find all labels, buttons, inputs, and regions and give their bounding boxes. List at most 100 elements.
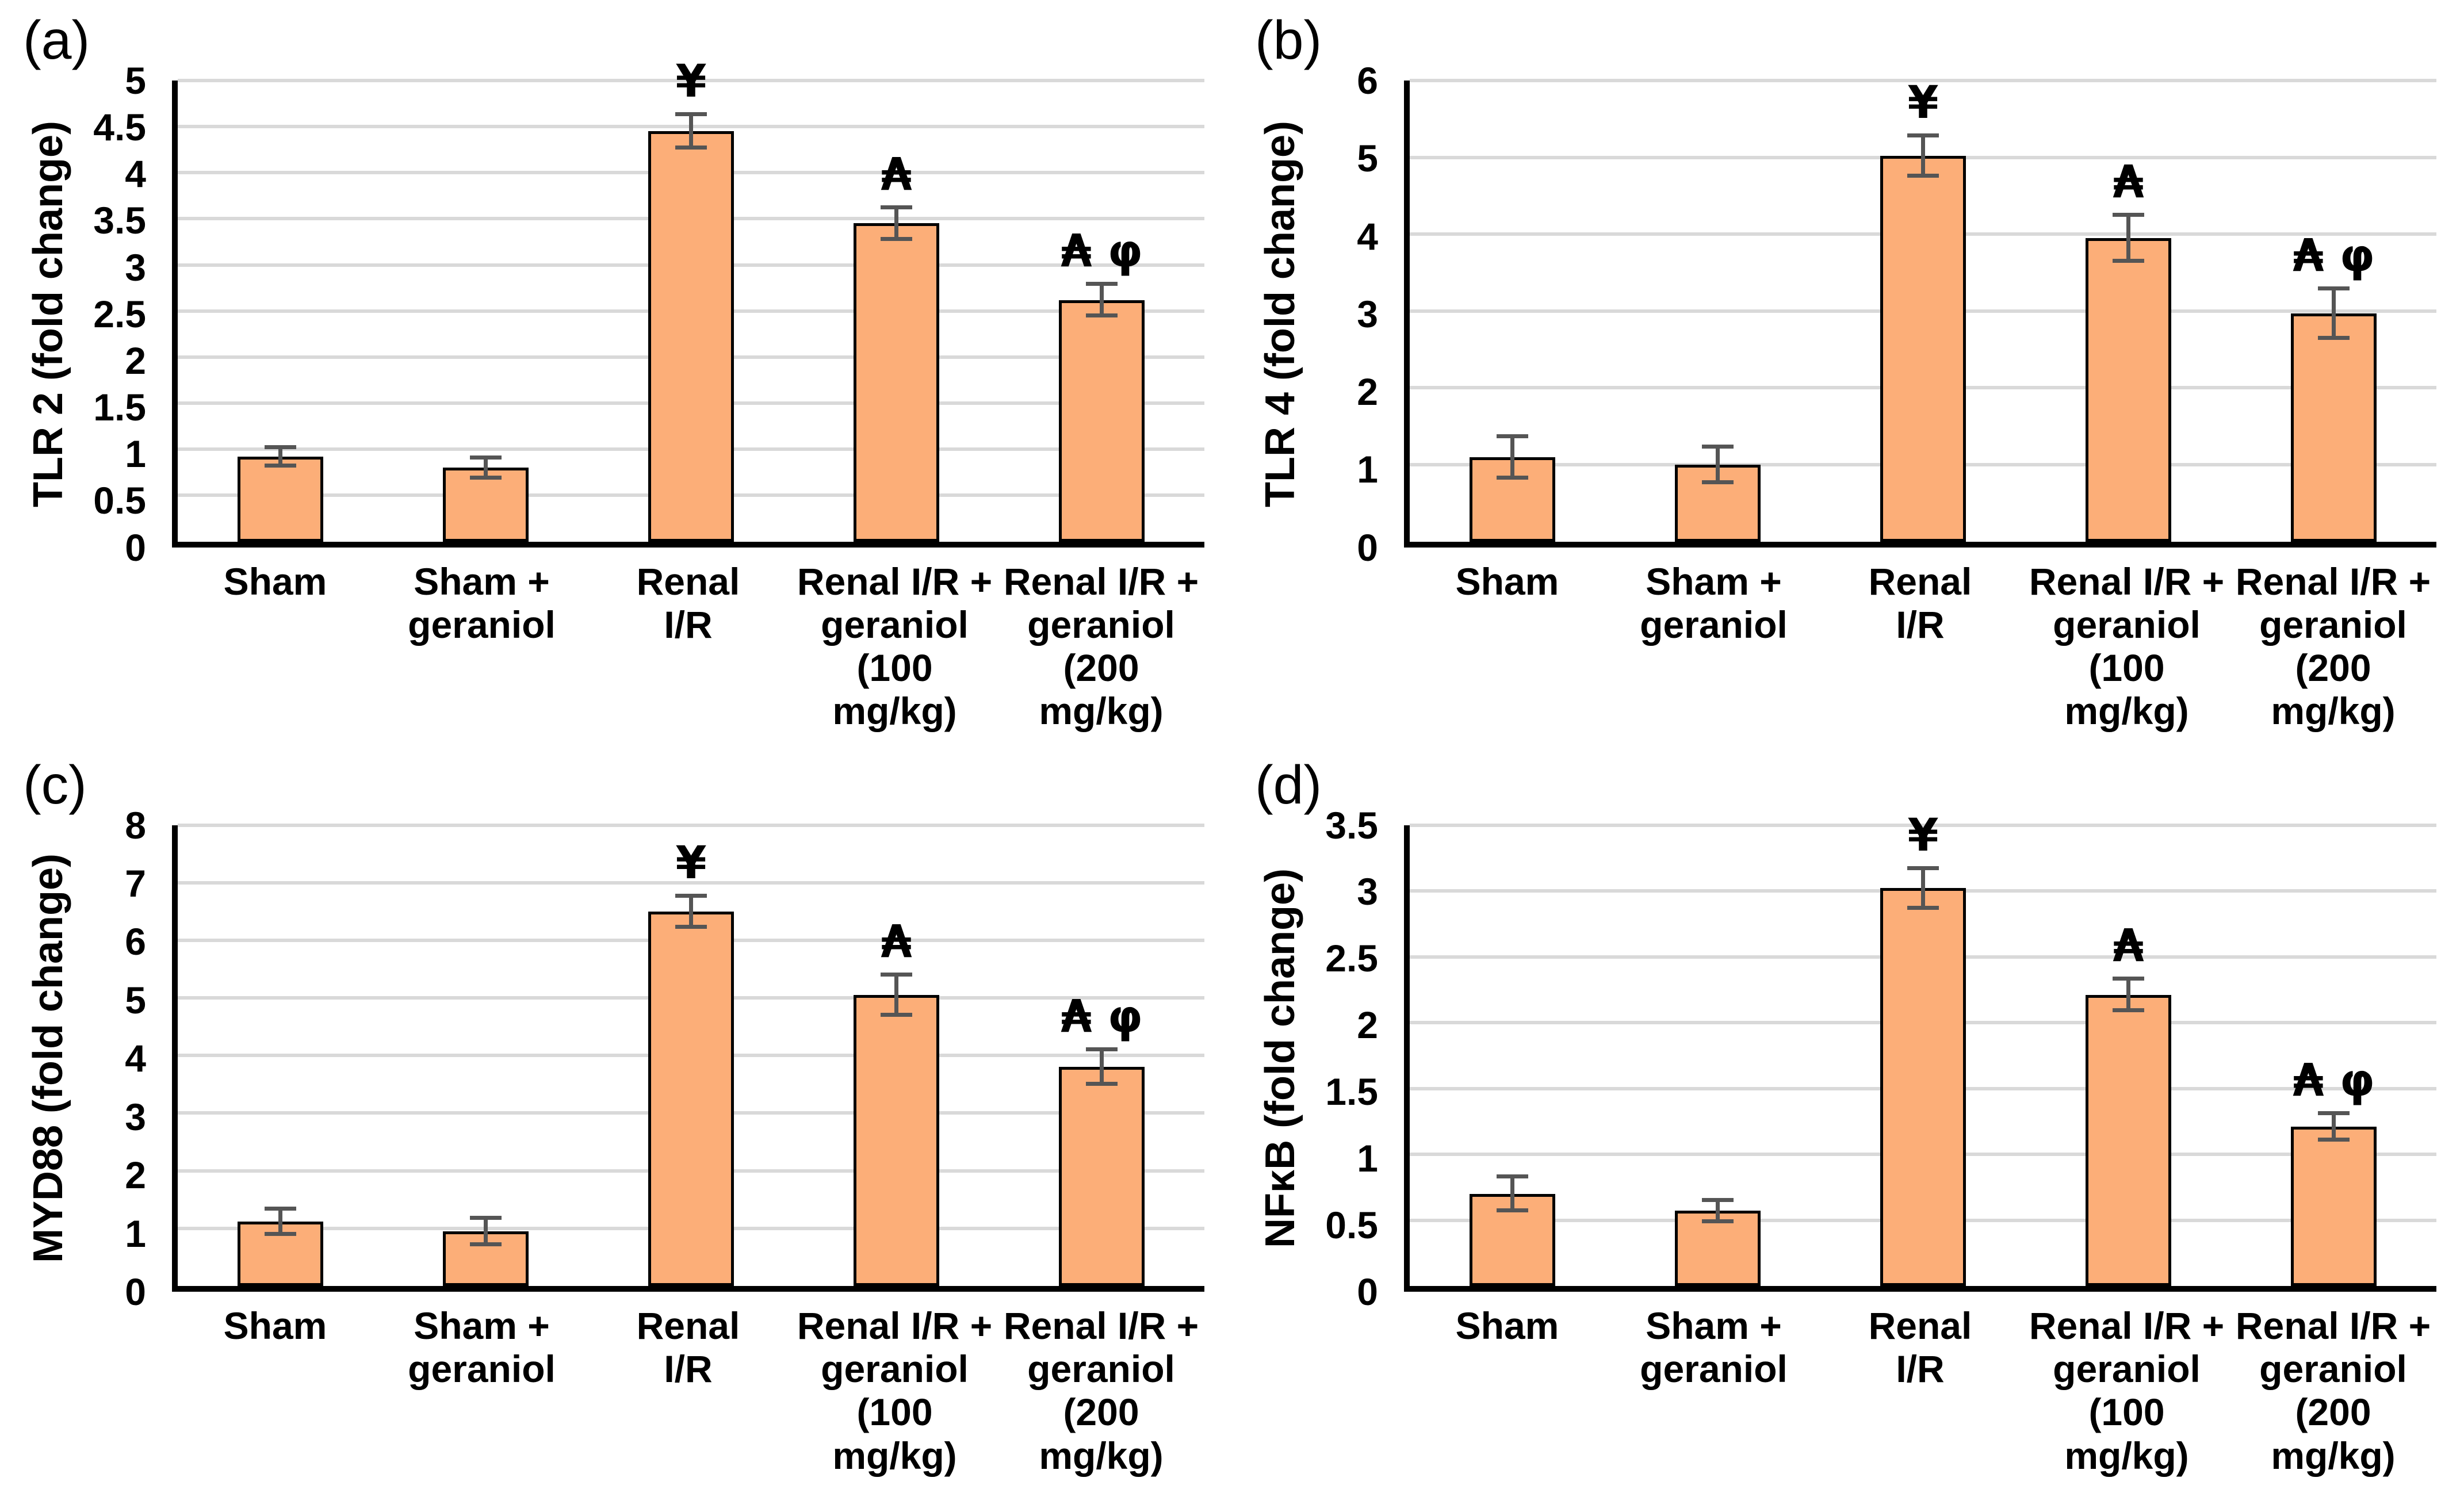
bar xyxy=(2291,1126,2377,1286)
significance-annotation: ¥ xyxy=(1907,77,1939,129)
y-tick-label: 0.5 xyxy=(1325,1204,1378,1247)
y-axis-tick-labels: 0 0.5 1 1.5 2 2.5 3 3.5 4 4.5 5 xyxy=(77,62,172,566)
category-label: Renal I/R + geraniol (100 mg/kg) xyxy=(2029,1304,2225,1477)
bar xyxy=(854,995,939,1286)
y-tick-label: 2 xyxy=(1357,1004,1378,1047)
gridline xyxy=(1410,823,2436,827)
error-bar-cap xyxy=(469,1215,502,1220)
y-axis-title-cell: MYD88 (fold change) xyxy=(20,825,77,1292)
panel-letter-b: (b) xyxy=(1255,10,1322,71)
significance-annotation: ₳ xyxy=(881,916,912,968)
error-bar-cap xyxy=(1701,480,1734,484)
y-tick-label: 1.5 xyxy=(93,386,146,429)
plot-area: ¥ ₳ ₳ φ xyxy=(1404,813,2436,1292)
y-axis-title: NFκB (fold change) xyxy=(1257,868,1303,1249)
y-tick-label: 3 xyxy=(1357,870,1378,913)
significance-annotation: ₳ φ xyxy=(1061,225,1143,278)
y-tick-label: 3.5 xyxy=(1325,803,1378,847)
y-axis-title: MYD88 (fold change) xyxy=(25,853,71,1264)
error-bar-cap xyxy=(675,112,707,117)
plot-area: ¥ ₳ ₳ φ xyxy=(172,823,1204,1292)
error-bar-cap xyxy=(1085,1047,1118,1052)
error-bar xyxy=(1921,868,1925,908)
significance-annotation: ¥ xyxy=(1907,810,1939,862)
error-bar-cap xyxy=(1085,1082,1118,1086)
category-label: Renal I/R xyxy=(1868,560,1972,646)
error-bar-cap xyxy=(264,445,297,449)
bar xyxy=(1059,1067,1145,1286)
bar-chart-tlr2: TLR 2 (fold change) 0 0.5 1 1.5 2 2.5 3 3.5 4 4.5… xyxy=(20,59,1204,740)
y-tick-label: 2 xyxy=(1357,370,1378,414)
bar xyxy=(1675,1211,1761,1286)
category-label: Renal I/R + geraniol (100 mg/kg) xyxy=(2029,560,2225,733)
y-tick-label: 1 xyxy=(125,432,146,476)
error-bar-cap xyxy=(1907,173,1939,178)
y-axis-title-cell: NFκB (fold change) xyxy=(1252,825,1309,1292)
category-label: Sham + geraniol xyxy=(1640,560,1788,646)
panel-a: (a) TLR 2 (fold change) 0 0.5 1 1.5 2 2.5 3 3.5… xyxy=(0,0,1232,745)
error-bar-cap xyxy=(2112,977,2145,981)
y-axis-title: TLR 2 (fold change) xyxy=(25,120,71,507)
bar xyxy=(2086,238,2171,542)
x-axis-category-labels: Sham Sham + geraniol Renal I/R Renal I/R + … xyxy=(1404,548,2436,740)
y-tick-label: 4 xyxy=(125,152,146,196)
y-tick-label: 4 xyxy=(1357,215,1378,258)
error-bar-cap xyxy=(1701,445,1734,449)
error-bar-cap xyxy=(1907,866,1939,871)
error-bar-cap xyxy=(1496,1174,1529,1178)
significance-annotation: ¥ xyxy=(675,837,707,889)
error-bar-cap xyxy=(1907,133,1939,138)
y-tick-label: 7 xyxy=(125,862,146,905)
error-bar xyxy=(2332,289,2336,338)
error-bar-cap xyxy=(675,893,707,898)
panel-b: (b) TLR 4 (fold change) 0 1 2 3 4 5 6 ¥ ₳ ₳ φ Sh… xyxy=(1232,0,2464,745)
gridline xyxy=(178,823,1204,827)
significance-annotation: ₳ xyxy=(881,149,912,201)
significance-annotation: ₳ xyxy=(2113,920,2144,973)
y-tick-label: 1 xyxy=(1357,1137,1378,1180)
error-bar xyxy=(1921,136,1925,176)
error-bar xyxy=(2126,215,2130,261)
bar xyxy=(1059,300,1145,542)
category-label: Renal I/R xyxy=(636,1304,740,1391)
error-bar-cap xyxy=(469,1242,502,1246)
error-bar-cap xyxy=(1085,282,1118,286)
y-tick-label: 0.5 xyxy=(93,479,146,522)
y-tick-label: 5 xyxy=(1357,137,1378,180)
significance-annotation: ₳ φ xyxy=(2293,230,2375,282)
error-bar-cap xyxy=(675,146,707,150)
category-label: Renal I/R + geraniol (200 mg/kg) xyxy=(1003,1304,1199,1477)
error-bar xyxy=(894,208,898,239)
panel-letter-d: (d) xyxy=(1255,754,1322,816)
bar xyxy=(2086,994,2171,1286)
error-bar-cap xyxy=(264,464,297,468)
error-bar-cap xyxy=(1701,1198,1734,1203)
error-bar-cap xyxy=(2317,286,2350,291)
error-bar-cap xyxy=(880,1013,913,1017)
error-bar xyxy=(1100,284,1104,316)
y-tick-label: 6 xyxy=(125,920,146,963)
y-axis-title-cell: TLR 2 (fold change) xyxy=(20,81,77,548)
y-tick-label: 3 xyxy=(125,246,146,289)
y-tick-label: 2.5 xyxy=(1325,937,1378,980)
category-label: Sham + geraniol xyxy=(1640,1304,1788,1391)
panel-letter-a: (a) xyxy=(23,10,90,71)
y-tick-label: 4.5 xyxy=(93,106,146,149)
error-bar-cap xyxy=(2112,212,2145,217)
y-tick-label: 5 xyxy=(125,978,146,1021)
y-axis-title-cell: TLR 4 (fold change) xyxy=(1252,81,1309,548)
bar-chart-myd88: MYD88 (fold change) 0 1 2 3 4 5 6 7 8 ¥ ₳ ₳ φ Sham… xyxy=(20,806,1204,1485)
category-label: Sham xyxy=(1455,560,1559,603)
bar xyxy=(238,1221,323,1286)
y-tick-label: 5 xyxy=(125,59,146,102)
error-bar xyxy=(2332,1113,2336,1140)
y-tick-label: 3 xyxy=(1357,292,1378,335)
y-tick-label: 2 xyxy=(125,339,146,382)
category-label: Sham + geraniol xyxy=(408,560,556,646)
error-bar-cap xyxy=(264,1206,297,1211)
y-tick-label: 2.5 xyxy=(93,292,146,335)
category-label: Sham xyxy=(1455,1304,1559,1347)
error-bar-cap xyxy=(469,455,502,460)
y-tick-label: 3 xyxy=(125,1095,146,1138)
significance-annotation: ₳ φ xyxy=(1061,991,1143,1043)
